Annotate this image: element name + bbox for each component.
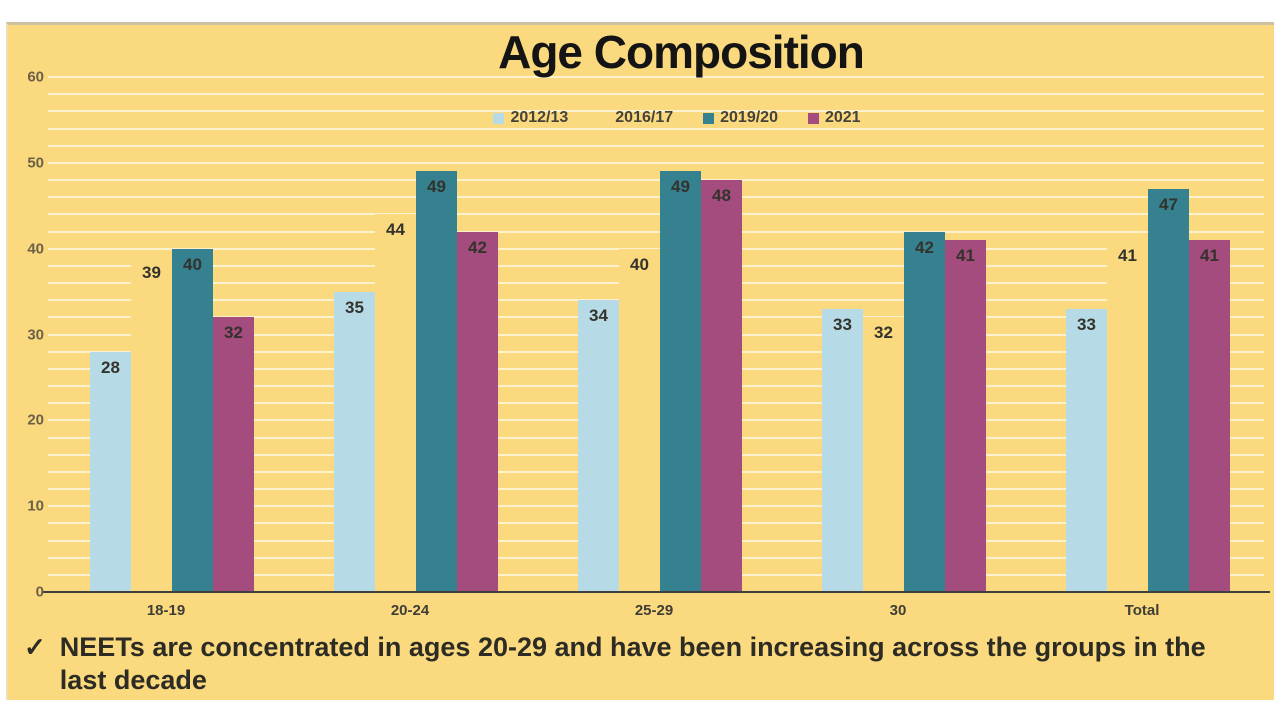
bar-data-label: 32 bbox=[224, 323, 243, 343]
gridline bbox=[48, 127, 1264, 130]
bar-data-label: 40 bbox=[183, 254, 202, 274]
gridline bbox=[48, 213, 1264, 216]
bar-2016-17-Total bbox=[1107, 240, 1148, 592]
y-axis-tick-label: 60 bbox=[27, 68, 44, 86]
bar-2019-20-20-24 bbox=[416, 171, 457, 592]
bar-2019-20-25-29 bbox=[660, 171, 701, 592]
footer-note: ✓ NEETs are concentrated in ages 20-29 a… bbox=[18, 631, 1248, 697]
legend-swatch-icon bbox=[703, 112, 715, 124]
chart-title: Age Composition bbox=[498, 26, 865, 78]
bar-data-label: 42 bbox=[915, 237, 934, 257]
plot-area: 0 10 20 30 40 50 60 28 39 40 32 18-19 35 44 49 42 20-24 3… bbox=[8, 25, 1274, 700]
legend-label: 2021 bbox=[824, 109, 861, 126]
bar-2016-17-30 bbox=[863, 317, 904, 592]
x-axis-category-label: 18-19 bbox=[146, 602, 186, 619]
legend-item-2021: 2021 bbox=[807, 109, 861, 127]
bar-2012-13-18-19 bbox=[90, 351, 131, 592]
bar-2012-13-20-24 bbox=[334, 291, 375, 592]
bar-2021-30 bbox=[945, 240, 986, 592]
legend-label: 2016/17 bbox=[615, 109, 674, 126]
footer-note-text: NEETs are concentrated in ages 20-29 and… bbox=[59, 632, 1206, 695]
bar-2021-Total bbox=[1189, 240, 1230, 592]
bar-data-label: 33 bbox=[1077, 314, 1096, 334]
legend-swatch-icon bbox=[598, 112, 610, 124]
bar-data-label: 28 bbox=[101, 357, 120, 377]
legend-swatch-icon bbox=[807, 112, 819, 124]
y-axis-tick-label: 40 bbox=[27, 240, 44, 258]
bar-data-label: 32 bbox=[874, 323, 893, 343]
x-axis-category-label: Total bbox=[1124, 602, 1160, 619]
bar-2019-20-18-19 bbox=[172, 248, 213, 592]
bar-data-label: 41 bbox=[1118, 246, 1137, 266]
gridline bbox=[48, 179, 1264, 181]
bar-data-label: 39 bbox=[142, 263, 161, 283]
legend-label: 2012/13 bbox=[510, 109, 569, 126]
bar-2012-13-25-29 bbox=[578, 300, 619, 592]
bar-data-label: 47 bbox=[1159, 194, 1178, 214]
legend-swatch-icon bbox=[493, 112, 505, 124]
bar-data-label: 41 bbox=[1200, 246, 1219, 266]
gridline bbox=[48, 196, 1264, 199]
x-axis-category-label: 30 bbox=[889, 602, 907, 619]
bar-data-label: 41 bbox=[956, 246, 975, 266]
bar-data-label: 49 bbox=[427, 177, 446, 197]
bar-2016-17-25-29 bbox=[619, 248, 660, 592]
legend-item-2012-13: 2012/13 bbox=[493, 109, 568, 127]
gridline bbox=[48, 110, 1264, 113]
y-axis-tick-label: 50 bbox=[27, 154, 44, 172]
gridline bbox=[48, 93, 1264, 96]
bar-data-label: 35 bbox=[345, 297, 364, 317]
bar-2019-20-Total bbox=[1148, 188, 1189, 592]
bar-data-label: 44 bbox=[386, 220, 405, 240]
bar-2021-25-29 bbox=[701, 180, 742, 592]
gridline bbox=[48, 76, 1264, 78]
checkmark-icon: ✓ bbox=[24, 632, 46, 662]
bar-2021-20-24 bbox=[457, 231, 498, 592]
bar-data-label: 42 bbox=[468, 237, 487, 257]
bar-2021-18-19 bbox=[213, 317, 254, 592]
x-axis-category-label: 25-29 bbox=[634, 602, 674, 619]
x-axis-category-label: 20-24 bbox=[390, 602, 430, 619]
legend-item-2016-17: 2016/17 bbox=[598, 109, 673, 127]
gridline bbox=[48, 144, 1264, 147]
bar-data-label: 48 bbox=[712, 186, 731, 205]
bar-data-label: 33 bbox=[833, 314, 852, 334]
chart-panel: Age Composition 2012/13 2016/17 2019/20 202… bbox=[6, 22, 1274, 700]
legend-item-2019-20: 2019/20 bbox=[703, 109, 778, 127]
bar-2012-13-Total bbox=[1066, 308, 1107, 592]
y-axis-tick-label: 20 bbox=[27, 411, 44, 429]
bar-2016-17-20-24 bbox=[375, 214, 416, 592]
bar-2016-17-18-19 bbox=[131, 257, 172, 592]
y-axis-tick-label: 10 bbox=[27, 497, 44, 515]
y-axis-tick-label: 0 bbox=[35, 583, 44, 601]
y-axis-tick-label: 30 bbox=[27, 326, 44, 343]
bar-2019-20-30 bbox=[904, 231, 945, 592]
gridline bbox=[48, 161, 1264, 164]
x-axis-line bbox=[42, 591, 1270, 593]
legend-label: 2019/20 bbox=[720, 109, 778, 126]
bar-2012-13-30 bbox=[822, 308, 863, 592]
bar-data-label: 40 bbox=[630, 254, 649, 274]
chart-legend: 2012/13 2016/17 2019/20 2021 bbox=[8, 109, 1274, 127]
bar-data-label: 34 bbox=[589, 306, 608, 326]
gridline bbox=[48, 230, 1264, 233]
bar-data-label: 49 bbox=[671, 177, 690, 197]
